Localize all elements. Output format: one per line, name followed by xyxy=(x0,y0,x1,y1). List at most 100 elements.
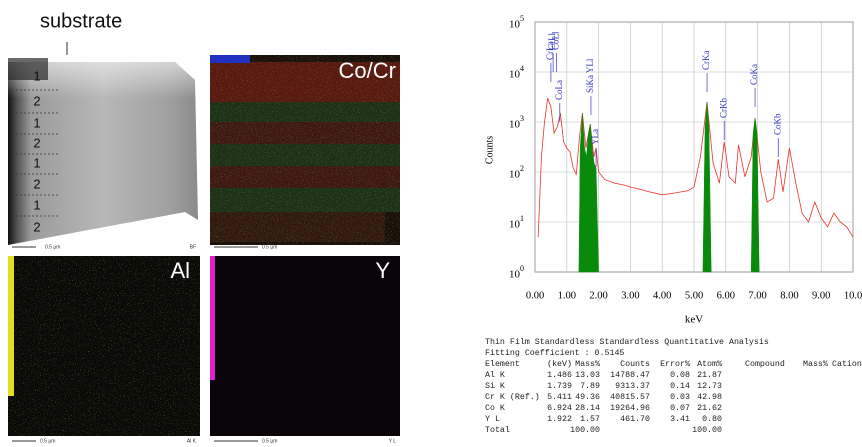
x-axis-label: keV xyxy=(685,314,703,326)
y-tick-label: 10 xyxy=(509,269,521,281)
table-header: Compound xyxy=(745,359,785,369)
table-cell: 49.36 xyxy=(575,393,600,402)
peak-label: CrLa xyxy=(545,42,555,61)
y-tick-exponent: 4 xyxy=(520,64,524,73)
y-tick-exponent: 5 xyxy=(520,14,524,23)
table-header: (keV) xyxy=(547,359,572,369)
table-cell: 1.922 xyxy=(547,415,572,424)
layer-label: 2 xyxy=(33,135,40,150)
table-fitting: Fitting Coefficient : 0.5145 xyxy=(485,348,624,358)
table-total: Total xyxy=(485,425,510,435)
scale-label: 0.5 µm xyxy=(45,244,60,250)
y-tick-exponent: 3 xyxy=(520,114,524,123)
x-tick-label: 7.00 xyxy=(748,290,766,301)
table-total: 100.00 xyxy=(692,426,722,435)
layer-label: 1 xyxy=(33,155,40,170)
y-tick-label: 10 xyxy=(509,69,521,81)
analysis-table: Thin Film Standardless Standardless Quan… xyxy=(485,337,862,435)
peak-label: SiKa YLl xyxy=(585,58,595,93)
table-cell: 3.41 xyxy=(670,415,690,424)
table-header: Atom% xyxy=(697,360,722,369)
substrate-label: substrate xyxy=(40,10,122,32)
table-cell: 1.739 xyxy=(547,382,572,391)
x-tick-label: 10.0 xyxy=(844,290,862,301)
table-cell: 0.03 xyxy=(670,393,690,402)
peak-label: YLa xyxy=(590,129,600,145)
peak-label: CoKa xyxy=(749,64,759,85)
table-cell: 7.89 xyxy=(580,382,600,391)
peak-label: CoKb xyxy=(772,113,782,135)
table-cell: 0.07 xyxy=(670,404,690,413)
table-cell: 0.80 xyxy=(702,415,722,424)
table-header: Cation xyxy=(832,359,862,369)
table-cell: 21.87 xyxy=(697,371,722,380)
table-header: Counts xyxy=(620,360,650,369)
x-tick-label: 8.00 xyxy=(780,290,798,301)
table-cell: 461.70 xyxy=(620,415,650,424)
panel-label: Y xyxy=(375,258,390,283)
table-cell: 14788.47 xyxy=(610,371,650,380)
table-cell: 9313.37 xyxy=(615,382,650,391)
y-tick-exponent: 2 xyxy=(520,164,524,173)
table-cell: Cr K (Ref.) xyxy=(485,392,540,402)
panel-label: Al xyxy=(170,258,190,283)
x-tick-label: 0.00 xyxy=(526,290,544,301)
table-cell: 21.62 xyxy=(697,404,722,413)
scale-label: 0.5 µm xyxy=(40,438,55,444)
co-cr-panel xyxy=(210,55,400,248)
al-panel xyxy=(8,256,200,442)
table-cell: 0.08 xyxy=(670,371,690,380)
table-title: Thin Film Standardless Standardless Quan… xyxy=(485,337,769,347)
peak-label: CoLl xyxy=(551,31,561,50)
y-panel xyxy=(210,256,400,442)
table-cell: Y L xyxy=(485,415,500,424)
x-tick-label: 3.00 xyxy=(621,290,639,301)
x-tick-label: 9.00 xyxy=(812,290,830,301)
table-total: 100.00 xyxy=(570,426,600,435)
x-tick-label: 4.00 xyxy=(653,290,671,301)
table-cell: Si K xyxy=(485,381,505,391)
peak-label: CrLl xyxy=(547,33,557,50)
y-tick-label: 10 xyxy=(509,169,521,181)
table-cell: 1.57 xyxy=(580,415,600,424)
layer-label: 1 xyxy=(33,68,40,83)
table-cell: 5.411 xyxy=(547,393,572,402)
table-cell: 40815.57 xyxy=(610,393,650,402)
x-tick-label: 2.00 xyxy=(589,290,607,301)
table-cell: Al K xyxy=(485,370,505,380)
corner-label: Y L xyxy=(389,438,397,444)
peak-label: CrKb xyxy=(718,98,728,118)
table-header: Element xyxy=(485,359,520,369)
layer-label: 2 xyxy=(33,219,40,234)
table-cell: 19264.96 xyxy=(610,404,650,413)
table-header: Error% xyxy=(660,360,690,369)
layer-label: 1 xyxy=(33,197,40,212)
table-header: Mass% xyxy=(575,360,600,369)
y-tick-label: 10 xyxy=(509,19,521,31)
y-axis-label: Counts xyxy=(484,136,495,164)
y-tick-exponent: 0 xyxy=(520,264,524,273)
y-tick-exponent: 1 xyxy=(520,214,524,223)
layer-label: 2 xyxy=(33,93,40,108)
x-tick-label: 5.00 xyxy=(685,290,703,301)
table-cell: 42.98 xyxy=(697,393,722,402)
spectrum-line xyxy=(537,97,854,238)
corner-label: BF xyxy=(190,244,196,250)
x-tick-label: 6.00 xyxy=(717,290,735,301)
peak-label: CoLa xyxy=(554,80,564,100)
peak-label: CrKa xyxy=(701,51,711,71)
panel-label: Co/Cr xyxy=(339,58,396,83)
y-tick-label: 10 xyxy=(509,119,521,131)
table-cell: 1.486 xyxy=(547,371,572,380)
scale-label: 0.5 µm xyxy=(262,244,277,250)
x-tick-label: 1.00 xyxy=(558,290,576,301)
peak-area xyxy=(578,102,760,273)
y-tick-label: 10 xyxy=(509,219,521,231)
table-cell: 28.14 xyxy=(575,404,600,413)
table-cell: 6.924 xyxy=(547,404,572,413)
layer-label: 2 xyxy=(33,176,40,191)
table-cell: 0.14 xyxy=(670,382,690,391)
bf-panel xyxy=(8,55,200,248)
